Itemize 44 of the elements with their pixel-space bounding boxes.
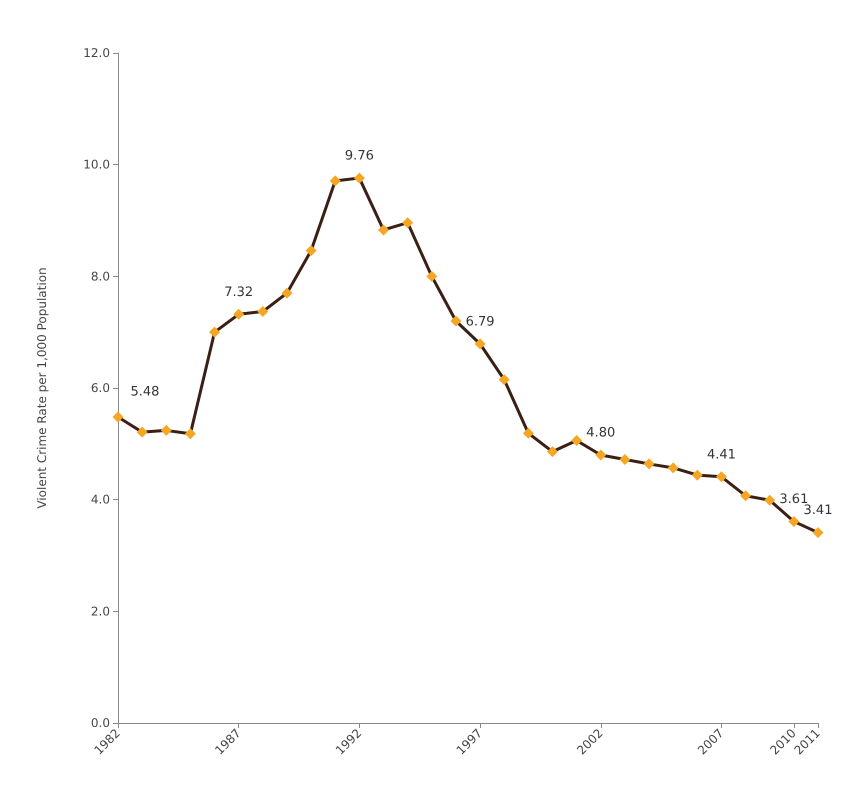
point (306, 245, 317, 256)
y-tick-label: 12.0 (83, 46, 110, 60)
point (740, 490, 752, 502)
y-tick-label: 2.0 (90, 604, 110, 618)
point (354, 172, 365, 184)
point (812, 527, 824, 538)
point (788, 516, 800, 527)
point (160, 424, 172, 436)
y-tick-label: 4.0 (90, 492, 110, 507)
point (426, 270, 438, 282)
y-tick-label: 8.0 (90, 269, 110, 284)
point (716, 471, 727, 482)
y-tick-label: 10.0 (83, 158, 110, 172)
point (402, 217, 414, 228)
point (692, 470, 703, 481)
point (257, 306, 268, 318)
point (546, 446, 558, 458)
point (644, 458, 655, 470)
point (571, 434, 582, 446)
y-tick-label: 6.0 (90, 381, 110, 395)
point (498, 374, 510, 386)
point (233, 308, 244, 320)
point (450, 316, 462, 326)
point (474, 338, 486, 350)
point (595, 450, 606, 460)
data-label: 9.76 (344, 148, 374, 164)
data-label: 6.79 (466, 314, 495, 330)
y-axis-title: Violent Crime Rate per 1,000 Population (35, 267, 49, 509)
point (619, 454, 630, 465)
point (522, 428, 534, 439)
data-label: 4.41 (706, 447, 736, 462)
point (764, 494, 776, 506)
point (209, 326, 220, 338)
data-label: 7.32 (224, 284, 254, 300)
point (330, 175, 341, 186)
point (112, 412, 124, 423)
data-label: 5.48 (130, 384, 160, 400)
point (378, 224, 390, 236)
y-tick-label: 0.0 (90, 716, 110, 730)
data-label: 4.80 (586, 426, 616, 440)
point (668, 462, 679, 474)
point (281, 288, 292, 299)
point (136, 426, 148, 438)
point (184, 428, 196, 440)
